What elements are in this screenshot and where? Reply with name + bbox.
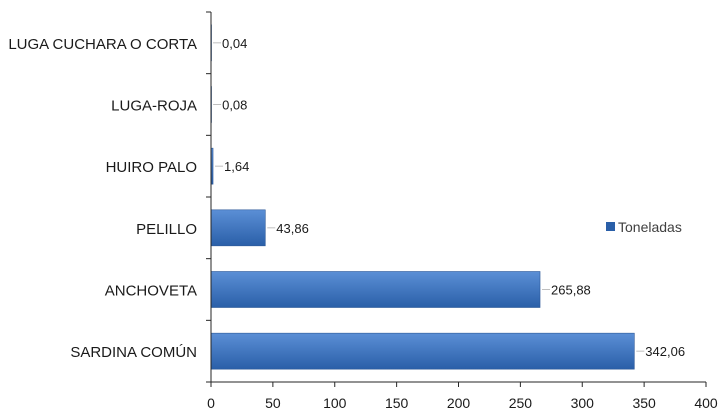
legend-swatch [606,222,615,231]
data-label: 1,64 [224,159,249,174]
bar [210,271,541,308]
x-tick-label: 300 [571,395,595,411]
data-label: 0,04 [222,36,247,51]
x-tick-label: 0 [207,395,215,411]
category-label: PELILLO [136,221,197,238]
data-label-leaders [213,42,645,352]
x-tick-label: 250 [509,395,533,411]
bar [210,209,266,247]
category-label: SARDINA COMÚN [70,344,197,361]
bar [210,332,635,370]
data-label: 342,06 [645,344,685,359]
category-label: LUGA CUCHARA O CORTA [8,36,197,53]
axes-group [206,11,707,387]
data-label: 43,86 [276,221,309,236]
category-label: LUGA-ROJA [111,98,197,115]
x-tick-label: 400 [694,395,718,411]
labels-group: 342,06 SARDINA COMÚN 265,88 ANCHOVETA 43,86 P… [8,36,718,411]
legend: Toneladas [606,219,682,235]
category-label: ANCHOVETA [105,283,197,300]
data-label: 265,88 [551,283,591,298]
category-label: HUIRO PALO [106,159,197,176]
data-label: 0,08 [222,98,247,113]
x-tick-label: 350 [632,395,656,411]
bars-group [210,24,635,370]
x-tick-label: 200 [447,395,471,411]
x-tick-label: 50 [265,395,281,411]
x-tick-label: 100 [323,395,347,411]
x-tick-label: 150 [385,395,409,411]
legend-label: Toneladas [618,219,682,235]
